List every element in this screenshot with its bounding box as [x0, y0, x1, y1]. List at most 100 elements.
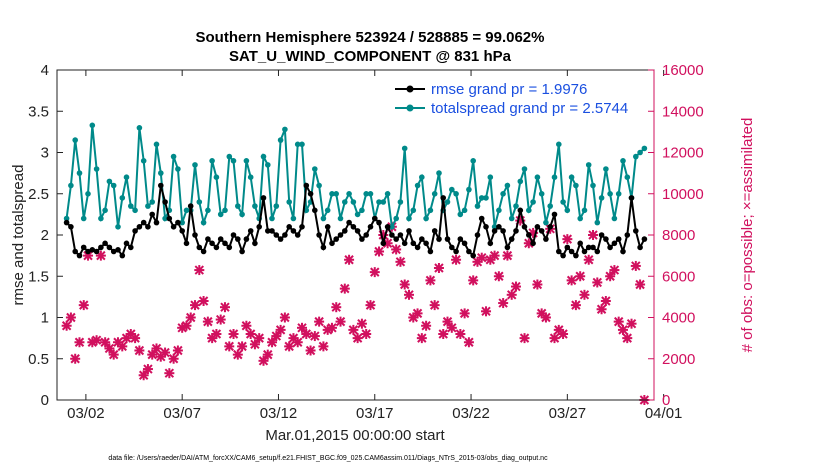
y-right-tick-label: 10000 — [662, 186, 704, 203]
totalspread-point — [265, 162, 271, 168]
obs-point — [562, 234, 573, 245]
totalspread-point — [282, 126, 288, 133]
obs-point — [540, 312, 551, 323]
rmse-point — [367, 224, 374, 230]
totalspread-point — [393, 215, 400, 222]
totalspread-point — [196, 199, 203, 205]
obs-point — [579, 289, 590, 300]
totalspread-point — [320, 215, 327, 222]
rmse-point — [594, 248, 601, 255]
totalspread-point — [235, 203, 241, 209]
totalspread-point — [269, 215, 275, 222]
obs-point — [318, 341, 329, 352]
rmse-point — [213, 244, 220, 251]
rmse-point — [337, 232, 344, 238]
totalspread-point — [521, 166, 528, 172]
rmse-point — [312, 207, 318, 214]
rmse-point — [534, 224, 541, 230]
obs-point — [502, 250, 513, 261]
rmse-point — [611, 240, 618, 247]
rmse-point — [333, 236, 340, 242]
obs-point — [284, 341, 295, 352]
y-right-tick-label: 2000 — [662, 351, 695, 368]
y-right-tick-label: 0 — [662, 392, 670, 409]
rmse-point — [401, 240, 408, 247]
totalspread-point — [367, 191, 374, 197]
totalspread-point — [110, 182, 117, 189]
obs-point — [279, 312, 290, 323]
totalspread-point — [98, 215, 104, 222]
obs-point — [258, 355, 269, 366]
rmse-point — [209, 240, 215, 247]
obs-point — [138, 370, 149, 381]
rmse-point — [538, 228, 545, 234]
chart-title-line1: Southern Hemisphere 523924 / 528885 = 99… — [196, 29, 545, 46]
legend-rmse-marker — [406, 85, 414, 93]
rmse-point — [102, 240, 108, 247]
obs-point — [104, 343, 115, 354]
totalspread-point — [123, 174, 130, 180]
rmse-point — [98, 244, 104, 251]
rmse-point — [80, 244, 87, 251]
obs-point — [566, 275, 577, 286]
rmse-point — [273, 232, 280, 238]
obs-point — [588, 230, 599, 240]
obs-point — [412, 308, 423, 319]
rmse-point — [316, 232, 322, 238]
rmse-point — [307, 191, 314, 197]
rmse-point — [329, 240, 335, 247]
totalspread-point — [260, 153, 267, 160]
rmse-point — [260, 195, 267, 201]
rmse-point — [551, 211, 558, 218]
rmse-point — [474, 232, 481, 238]
totalspread-point — [508, 215, 515, 222]
rmse-point — [431, 228, 438, 234]
rmse-point — [350, 224, 357, 230]
totalspread-point — [453, 191, 459, 197]
totalspread-point — [401, 145, 408, 152]
totalspread-point — [564, 207, 571, 214]
legend: rmse grand pr = 1.9976 totalspread grand… — [395, 81, 628, 117]
obs-point — [202, 316, 213, 327]
obs-point — [249, 339, 260, 350]
totalspread-point — [414, 182, 421, 189]
totalspread-point — [543, 219, 549, 226]
totalspread-point — [140, 158, 147, 164]
totalspread-point — [449, 186, 455, 193]
obs-point — [241, 320, 252, 331]
rmse-point — [320, 244, 327, 251]
totalspread-point — [128, 203, 134, 209]
rmse-point — [508, 236, 515, 242]
totalspread-point — [200, 219, 207, 226]
obs-point — [613, 316, 624, 327]
rmse-point — [500, 228, 506, 234]
obs-point — [134, 345, 145, 356]
rmse-point — [607, 244, 613, 251]
legend-rmse-label: rmse grand pr = 1.9976 — [431, 81, 587, 98]
totalspread-point — [76, 170, 83, 176]
y-axis-left-ticks: 0 0.5 1 1.5 2 2.5 3 3.5 4 — [28, 62, 63, 409]
totalspread-point — [637, 149, 643, 156]
rmse-point — [85, 248, 91, 255]
totalspread-point — [85, 191, 91, 197]
rmse-point — [543, 236, 549, 242]
totalspread-point — [106, 178, 113, 185]
rmse-point — [478, 215, 485, 222]
totalspread-point — [436, 170, 442, 176]
rmse-point — [346, 219, 352, 226]
rmse-point — [461, 240, 468, 247]
y-left-tick-label: 2 — [41, 227, 49, 244]
rmse-point — [397, 232, 404, 238]
obs-point — [130, 333, 141, 344]
y-left-tick-label: 3 — [41, 145, 49, 162]
rmse-point — [230, 232, 237, 238]
rmse-point — [470, 252, 477, 259]
y-left-tick-label: 2.5 — [28, 186, 49, 203]
rmse-point — [192, 232, 198, 238]
rmse-point — [466, 248, 472, 255]
x-tick-label: 03/17 — [356, 405, 394, 422]
rmse-point — [136, 224, 143, 230]
totalspread-point — [192, 162, 198, 168]
totalspread-point — [427, 207, 434, 214]
obs-point — [356, 318, 367, 329]
